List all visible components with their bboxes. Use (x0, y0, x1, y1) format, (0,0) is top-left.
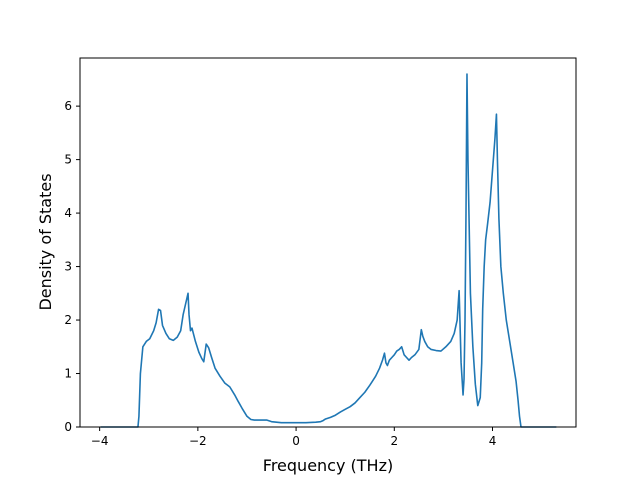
dos-series-line-0 (100, 73, 557, 428)
y-tick-label: 5 (64, 153, 72, 167)
plot-frame (79, 57, 577, 428)
x-tick-label: −2 (189, 434, 207, 448)
x-axis-label: Frequency (THz) (263, 456, 393, 475)
y-tick-label: 4 (64, 206, 72, 220)
x-tick-label: 0 (292, 434, 300, 448)
x-tick-label: 2 (390, 434, 398, 448)
y-tick-label: 0 (64, 420, 72, 434)
y-axis-label: Density of States (36, 173, 55, 310)
x-tick-label: 4 (489, 434, 497, 448)
y-tick-label: 1 (64, 367, 72, 381)
y-tick-label: 6 (64, 99, 72, 113)
y-tick-label: 2 (64, 313, 72, 327)
plot-layer (100, 73, 557, 428)
y-tick-label: 3 (64, 260, 72, 274)
x-tick-label: −4 (91, 434, 109, 448)
tick-layer: −4 −2 0 2 4 0 1 2 3 4 5 6 (64, 99, 496, 448)
